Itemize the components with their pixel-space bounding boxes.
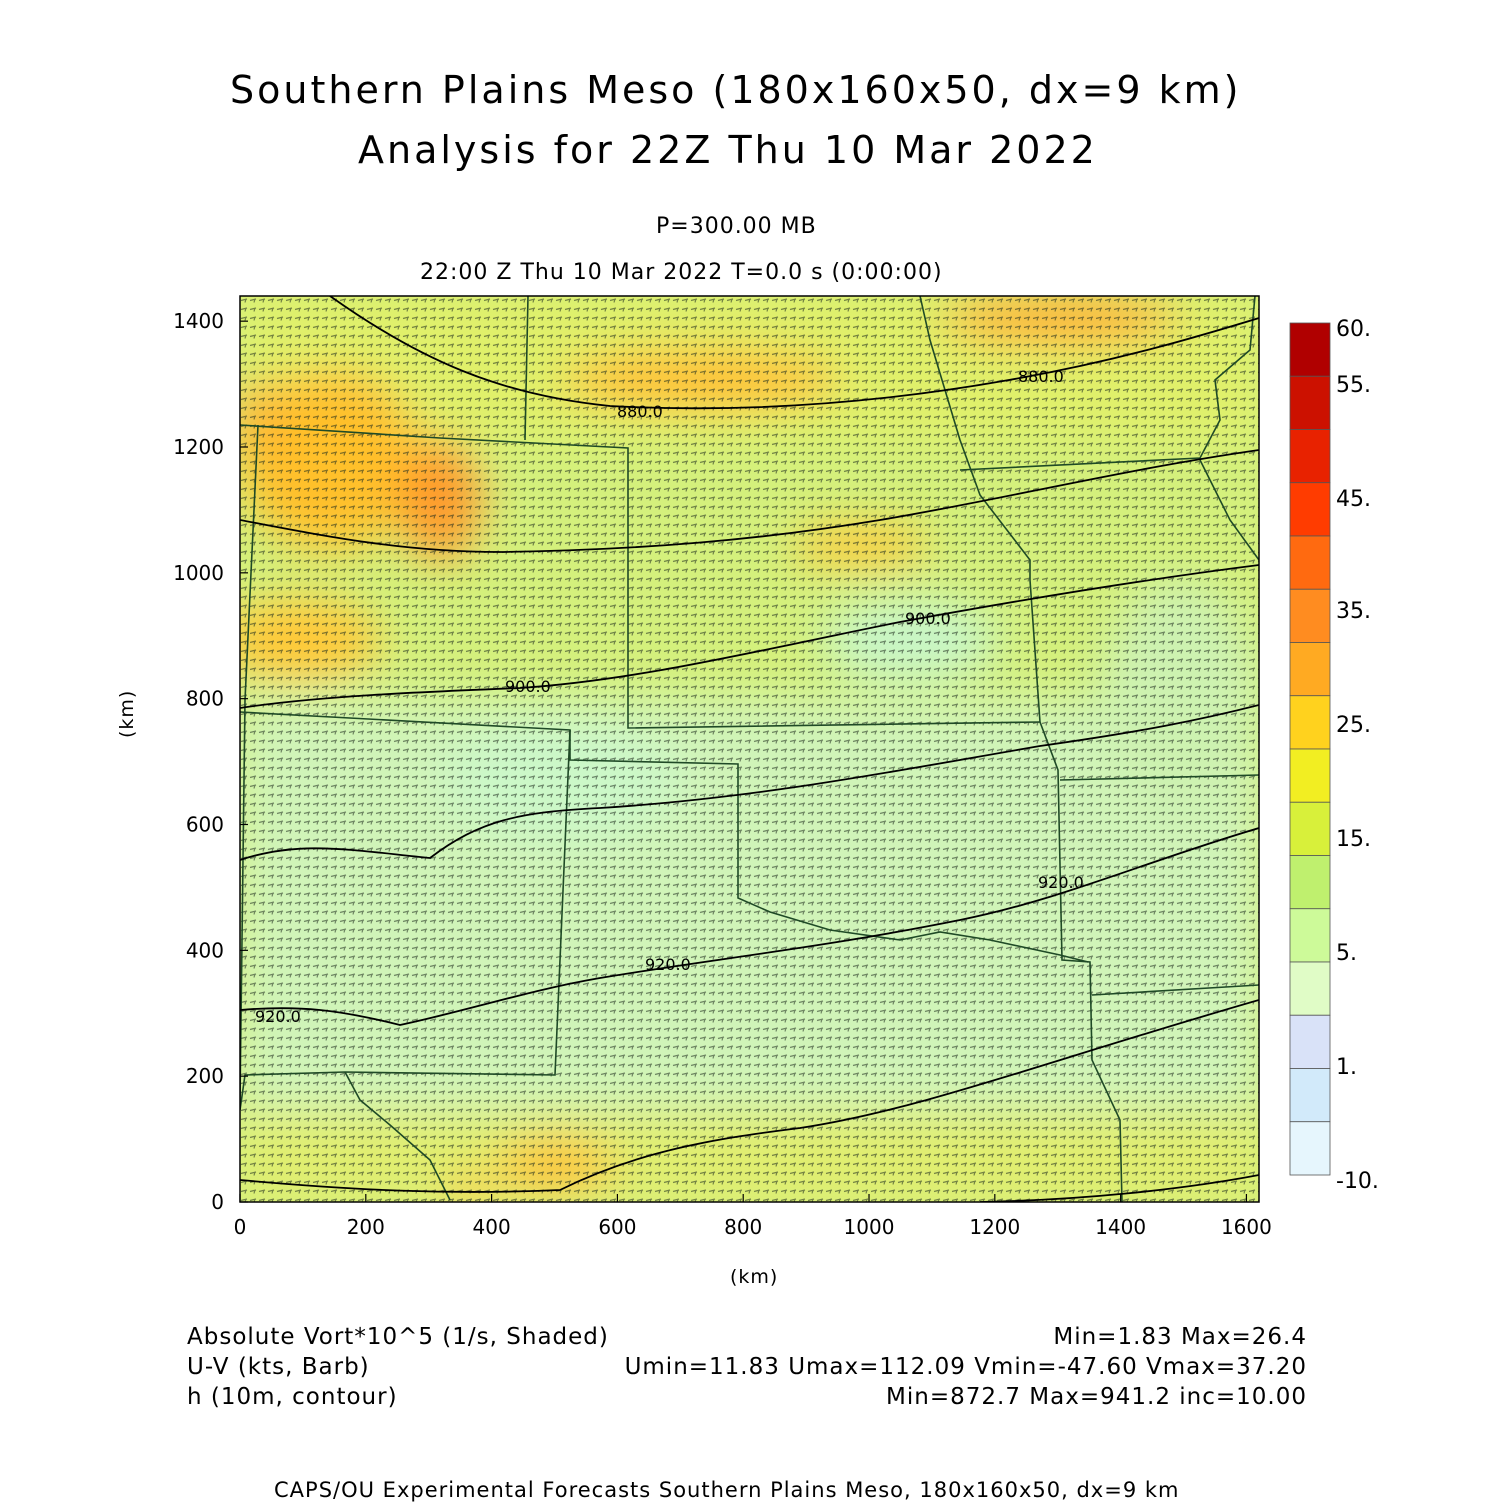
title-line-2: Analysis for 22Z Thu 10 Mar 2022 (358, 128, 1098, 172)
footer-credit: CAPS/OU Experimental Forecasts Southern … (274, 1478, 1180, 1502)
legend-shading: Absolute Vort*10^5 (1/s, Shaded) (187, 1324, 609, 1350)
colorbar-label: -10. (1336, 1169, 1379, 1194)
contour-label: 900.0 (905, 609, 951, 628)
x-tick-label: 400 (473, 1215, 511, 1239)
colorbar-label: 5. (1336, 941, 1357, 966)
contour-label: 900.0 (505, 677, 551, 696)
contour-label: 880.0 (617, 402, 663, 421)
y-tick-label: 600 (186, 813, 224, 837)
x-axis-title: (km) (730, 1266, 779, 1288)
colorbar-swatch (1289, 588, 1331, 643)
y-tick-label: 800 (186, 687, 224, 711)
colorbar-label: 25. (1336, 713, 1371, 738)
colorbar-swatch (1289, 375, 1331, 430)
x-tick-label: 200 (347, 1215, 385, 1239)
colorbar-swatch (1289, 855, 1331, 910)
plot-frame (239, 295, 1260, 1203)
colorbar-swatch (1289, 322, 1331, 377)
legend-barb-range: Umin=11.83 Umax=112.09 Vmin=-47.60 Vmax=… (624, 1354, 1307, 1380)
colorbar-swatch (1289, 1014, 1331, 1069)
x-tick-label: 1400 (1095, 1215, 1146, 1239)
colorbar-swatch (1289, 695, 1331, 750)
x-tick-label: 1000 (844, 1215, 895, 1239)
colorbar-swatch (1289, 535, 1331, 590)
contour-label: 880.0 (1018, 367, 1064, 386)
y-axis: 0 200 400 600 800 1000 1200 1400 (173, 309, 248, 1214)
y-axis-title: (km) (116, 689, 138, 738)
legend-barb: U-V (kts, Barb) (187, 1354, 370, 1380)
colorbar-label: 45. (1336, 487, 1371, 512)
colorbar-label: 35. (1336, 599, 1371, 624)
legend-contour-range: Min=872.7 Max=941.2 inc=10.00 (886, 1384, 1307, 1410)
colorbar-swatch (1289, 908, 1331, 963)
colorbar-label: 15. (1336, 827, 1371, 852)
x-tick-label: 600 (598, 1215, 636, 1239)
contour-label: 920.0 (255, 1007, 301, 1026)
pressure-level-label: P=300.00 MB (656, 214, 817, 239)
legend-contour: h (10m, contour) (187, 1384, 398, 1410)
contour-label: 920.0 (645, 955, 691, 974)
y-tick-label: 0 (211, 1190, 224, 1214)
state-boundaries (240, 296, 1259, 1202)
title-line-1: Southern Plains Meso (180x160x50, dx=9 k… (230, 68, 1242, 112)
x-tick-label: 800 (724, 1215, 762, 1239)
colorbar-swatch (1289, 801, 1331, 856)
y-tick-label: 400 (186, 938, 224, 962)
colorbar: 60. 55. 45. 35. 25. 15. 5. 1. -10. (1289, 317, 1379, 1194)
colorbar-swatch (1289, 1121, 1331, 1176)
y-tick-label: 200 (186, 1064, 224, 1088)
x-tick-label: 1600 (1221, 1215, 1272, 1239)
height-contours (240, 296, 1259, 1202)
colorbar-swatch (1289, 748, 1331, 803)
wind-barbs (240, 296, 1259, 1202)
y-tick-label: 1200 (173, 435, 224, 459)
colorbar-label: 55. (1336, 373, 1371, 398)
legend-shading-range: Min=1.83 Max=26.4 (1053, 1324, 1307, 1350)
y-tick-label: 1000 (173, 561, 224, 585)
x-tick-label: 1200 (969, 1215, 1020, 1239)
colorbar-label: 1. (1336, 1055, 1357, 1080)
colorbar-swatch (1289, 961, 1331, 1016)
colorbar-swatch (1289, 642, 1331, 697)
valid-time-label: 22:00 Z Thu 10 Mar 2022 T=0.0 s (0:00:00… (420, 260, 943, 285)
colorbar-swatch (1289, 482, 1331, 537)
x-axis: 0 200 400 600 800 1000 1200 1400 1600 (234, 1194, 1272, 1239)
colorbar-swatch (1289, 1068, 1331, 1123)
colorbar-swatch (1289, 429, 1331, 484)
contour-labels: 880.0 880.0 900.0 900.0 920.0 920.0 920.… (255, 367, 1084, 1026)
x-tick-label: 0 (234, 1215, 247, 1239)
y-tick-label: 1400 (173, 309, 224, 333)
colorbar-label: 60. (1336, 317, 1371, 342)
contour-label: 920.0 (1038, 873, 1084, 892)
